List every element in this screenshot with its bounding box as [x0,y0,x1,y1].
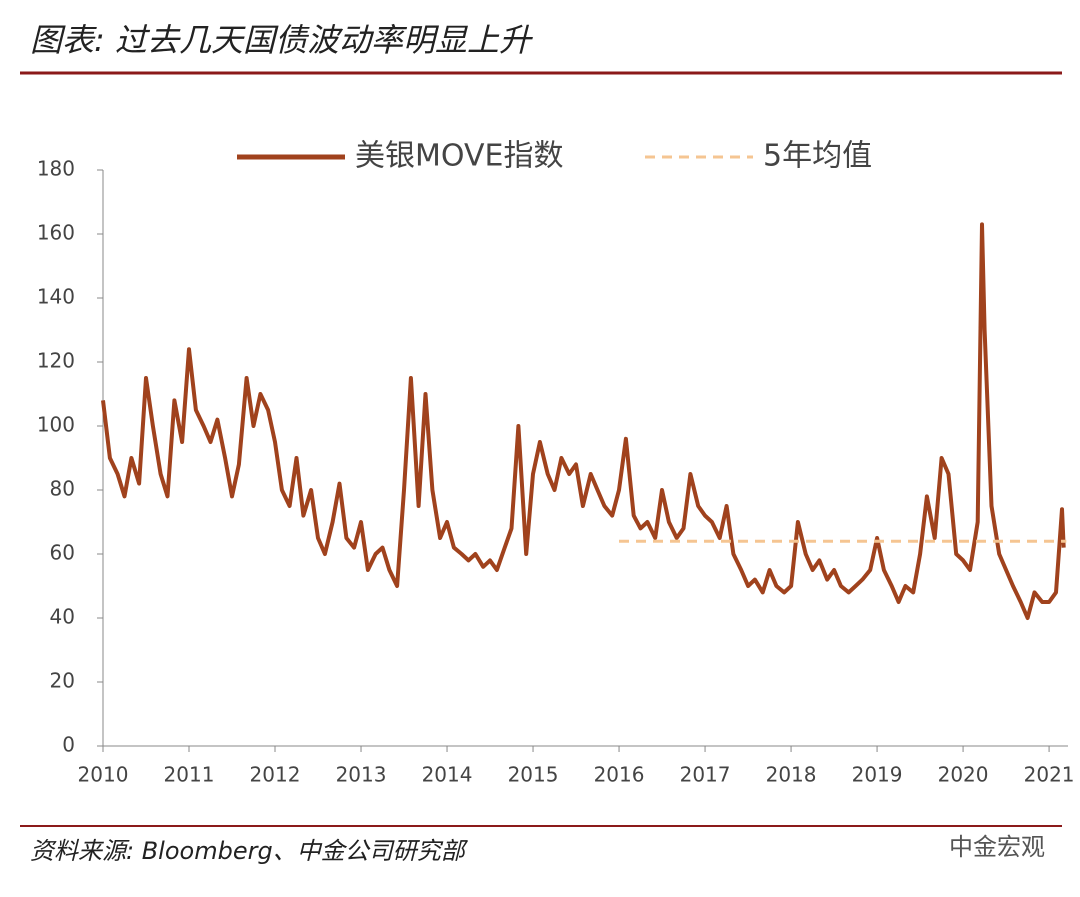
y-tick-label: 40 [50,605,75,629]
x-tick-label: 2018 [766,763,817,787]
y-tick-label: 20 [50,669,75,693]
x-tick-label: 2013 [336,763,387,787]
legend-label: 5年均值 [763,139,872,174]
x-tick-label: 2016 [594,763,645,787]
legend-label: 美银MOVE指数 [355,139,563,174]
y-tick-label: 180 [37,157,75,181]
y-tick-label: 100 [37,413,75,437]
y-tick-label: 140 [37,285,75,309]
x-tick-label: 2021 [1024,763,1075,787]
x-tick-label: 2020 [938,763,989,787]
y-tick-label: 60 [50,541,75,565]
x-tick-label: 2010 [78,763,129,787]
y-tick-label: 80 [50,477,75,501]
x-tick-label: 2015 [508,763,559,787]
y-tick-label: 160 [37,221,75,245]
x-tick-label: 2019 [852,763,903,787]
series-line [101,222,1066,620]
x-tick-label: 2017 [680,763,731,787]
watermark: 中金宏观 [949,833,1045,861]
source: 资料来源: Bloomberg、中金公司研究部 [30,837,469,865]
y-tick-label: 0 [62,733,75,757]
chart-title: 图表: 过去几天国债波动率明显上升 [30,21,533,59]
y-tick-label: 120 [37,349,75,373]
x-tick-label: 2011 [164,763,215,787]
x-tick-label: 2012 [250,763,301,787]
x-tick-label: 2014 [422,763,473,787]
